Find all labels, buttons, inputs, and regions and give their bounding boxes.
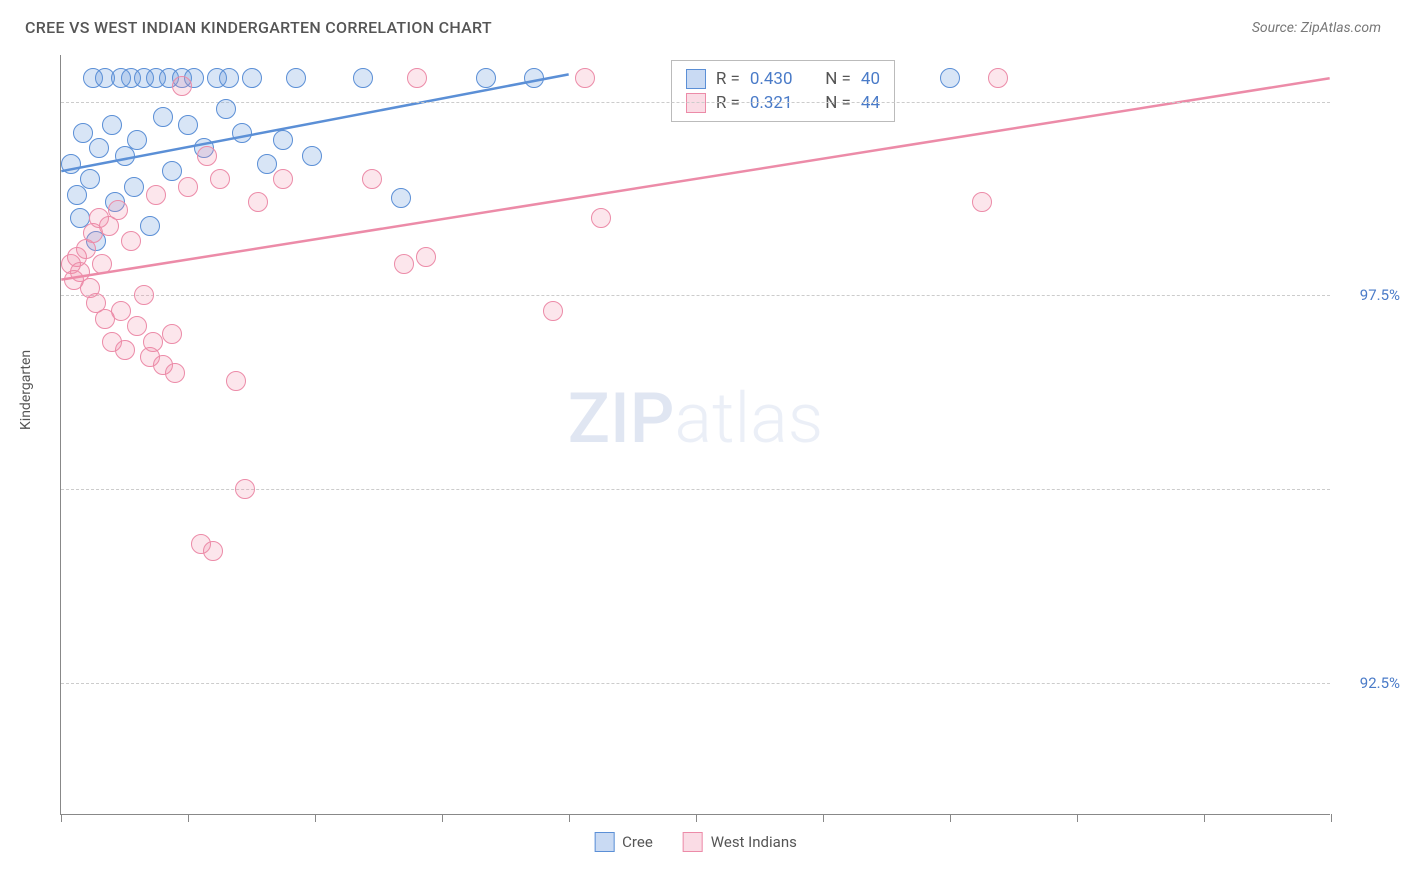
y-tick-label: 92.5% (1360, 674, 1400, 692)
scatter-point (64, 270, 84, 290)
x-tick (61, 814, 62, 822)
bottom-legend-item: West Indians (683, 832, 797, 852)
x-tick (442, 814, 443, 822)
scatter-point (108, 200, 128, 220)
chart-plot-area: ZIPatlas R = 0.430 N = 40R = 0.321 N = 4… (60, 55, 1330, 815)
scatter-point (476, 68, 496, 88)
scatter-point (940, 68, 960, 88)
scatter-point (235, 479, 255, 499)
y-tick-label: 97.5% (1360, 286, 1400, 304)
bottom-legend-item: Cree (594, 832, 653, 852)
bottom-legend-label: Cree (622, 833, 653, 851)
scatter-point (197, 146, 217, 166)
source-label: Source: ZipAtlas.com (1252, 20, 1381, 36)
legend-n-label: N = (825, 93, 851, 113)
scatter-point (407, 68, 427, 88)
scatter-point (61, 154, 81, 174)
scatter-point (988, 68, 1008, 88)
scatter-point (92, 254, 112, 274)
scatter-point (165, 363, 185, 383)
bottom-legend-label: West Indians (711, 833, 797, 851)
scatter-point (257, 154, 277, 174)
legend-swatch (594, 832, 614, 852)
scatter-point (80, 169, 100, 189)
scatter-point (115, 340, 135, 360)
scatter-point (153, 107, 173, 127)
scatter-point (302, 146, 322, 166)
scatter-point (127, 130, 147, 150)
y-axis-label: Kindergarten (18, 350, 34, 430)
scatter-point (273, 130, 293, 150)
legend-swatch (686, 69, 706, 89)
grid-line (61, 102, 1330, 103)
scatter-point (286, 68, 306, 88)
legend-n-value: 44 (861, 93, 880, 113)
grid-line (61, 295, 1330, 296)
x-tick (188, 814, 189, 822)
watermark-zip: ZIP (568, 378, 675, 460)
scatter-point (543, 301, 563, 321)
x-tick (950, 814, 951, 822)
chart-title: CREE VS WEST INDIAN KINDERGARTEN CORRELA… (25, 18, 492, 37)
scatter-point (111, 301, 131, 321)
scatter-point (226, 371, 246, 391)
scatter-point (575, 68, 595, 88)
stats-legend: R = 0.430 N = 40R = 0.321 N = 44 (671, 60, 895, 122)
legend-swatch (683, 832, 703, 852)
scatter-point (178, 115, 198, 135)
scatter-point (203, 541, 223, 561)
series-legend: Cree West Indians (594, 832, 797, 852)
scatter-point (273, 169, 293, 189)
scatter-point (591, 208, 611, 228)
watermark: ZIPatlas (568, 378, 824, 460)
scatter-point (362, 169, 382, 189)
legend-n-value: 40 (861, 69, 880, 89)
scatter-point (391, 188, 411, 208)
legend-n-label: N = (825, 69, 851, 89)
legend-row: R = 0.321 N = 44 (686, 91, 880, 115)
legend-r-label: R = (716, 69, 740, 89)
scatter-point (972, 192, 992, 212)
scatter-point (248, 192, 268, 212)
scatter-point (416, 247, 436, 267)
watermark-atlas: atlas (674, 378, 823, 460)
scatter-point (162, 324, 182, 344)
legend-row: R = 0.430 N = 40 (686, 67, 880, 91)
scatter-point (353, 68, 373, 88)
scatter-point (73, 123, 93, 143)
scatter-point (216, 99, 236, 119)
x-tick (569, 814, 570, 822)
scatter-point (121, 231, 141, 251)
legend-r-value: 0.430 (750, 69, 793, 89)
scatter-point (124, 177, 144, 197)
scatter-point (134, 285, 154, 305)
legend-r-value: 0.321 (750, 93, 793, 113)
scatter-point (172, 76, 192, 96)
scatter-point (140, 216, 160, 236)
scatter-point (102, 115, 122, 135)
scatter-point (219, 68, 239, 88)
scatter-point (242, 68, 262, 88)
x-tick (823, 814, 824, 822)
scatter-point (146, 185, 166, 205)
scatter-point (89, 138, 109, 158)
scatter-point (524, 68, 544, 88)
scatter-point (178, 177, 198, 197)
scatter-point (394, 254, 414, 274)
scatter-point (162, 161, 182, 181)
x-tick (1204, 814, 1205, 822)
x-tick (1077, 814, 1078, 822)
legend-r-label: R = (716, 93, 740, 113)
scatter-point (232, 123, 252, 143)
trend-lines-svg (61, 55, 1330, 814)
x-tick (315, 814, 316, 822)
scatter-point (210, 169, 230, 189)
grid-line (61, 683, 1330, 684)
scatter-point (127, 316, 147, 336)
scatter-point (143, 332, 163, 352)
x-tick (1331, 814, 1332, 822)
legend-swatch (686, 93, 706, 113)
x-tick (696, 814, 697, 822)
